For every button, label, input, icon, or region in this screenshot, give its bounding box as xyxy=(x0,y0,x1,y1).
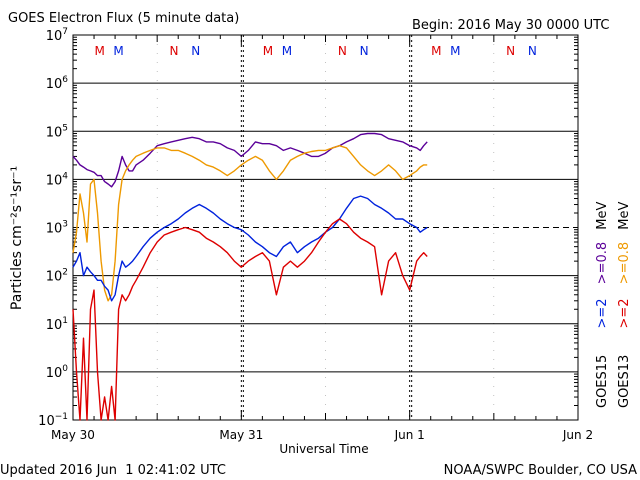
y-tick-label-3: 102 xyxy=(46,268,68,285)
legend-goes15: GOES15 >=2 >=0.8 MeV xyxy=(595,202,610,408)
legend-unit: MeV xyxy=(595,202,610,230)
magnetopause-marker-N: N xyxy=(360,44,369,58)
legend-goes15-high: >=0.8 xyxy=(595,242,610,284)
y-axis-ticks: 10−1 100 101 102 103 104 105 106 107 xyxy=(38,27,578,429)
y-tick-label-5: 104 xyxy=(46,171,69,188)
grid-lines xyxy=(73,35,578,420)
magnetopause-marker-N: N xyxy=(170,44,179,58)
y-tick-label-4: 103 xyxy=(46,220,68,237)
x-tick-label-3: Jun 2 xyxy=(562,428,593,442)
x-tick-label-0: May 30 xyxy=(51,428,95,442)
magnetopause-marker-M: M xyxy=(450,44,460,58)
legend-goes13-label: GOES13 xyxy=(617,355,632,408)
x-tick-label-1: May 31 xyxy=(219,428,263,442)
source-label: NOAA/SWPC Boulder, CO USA xyxy=(444,463,637,478)
x-tick-label-2: Jun 1 xyxy=(394,428,425,442)
magnetopause-marker-N: N xyxy=(528,44,537,58)
legend-goes15-label: GOES15 xyxy=(595,355,610,408)
y-tick-label-2: 101 xyxy=(46,316,68,333)
series-goes15_low xyxy=(72,195,428,302)
magnetopause-marker-N: N xyxy=(506,44,515,58)
y-axis-label: Particles cm⁻²s⁻¹sr⁻¹ xyxy=(9,166,25,310)
legend-unit-2: MeV xyxy=(617,202,632,230)
y-tick-label-1: 100 xyxy=(46,364,69,381)
x-axis-label: Universal Time xyxy=(279,442,368,456)
y-tick-label-7: 106 xyxy=(46,75,69,92)
svg-text:GOES15 >=2 >=0.8: GOES15 >=2 >=0.8 MeV xyxy=(595,202,610,408)
legend-goes13: GOES13 >=2 >=0.8 MeV xyxy=(617,202,632,408)
magnetopause-marker-N: N xyxy=(191,44,200,58)
y-tick-label-6: 105 xyxy=(46,123,68,140)
begin-label: Begin: 2016 May 30 0000 UTC xyxy=(412,18,609,33)
chart-title: GOES Electron Flux (5 minute data) xyxy=(8,11,239,26)
magnetopause-marker-M: M xyxy=(113,44,123,58)
updated-label: Updated 2016 Jun 1 02:41:02 UTC xyxy=(0,463,226,478)
legend-goes15-low: >=2 xyxy=(595,298,610,328)
series-goes13_high xyxy=(72,145,428,302)
y-tick-label-8: 107 xyxy=(46,27,68,44)
data-series xyxy=(72,132,428,421)
svg-text:GOES13 >=2 >=0.8: GOES13 >=2 >=0.8 MeV xyxy=(617,202,632,408)
y-tick-label-0: 10−1 xyxy=(38,412,68,429)
x-axis-ticks: May 30 May 31 Jun 1 Jun 2 xyxy=(51,35,593,442)
legend-goes13-high: >=0.8 xyxy=(617,242,632,284)
magnetopause-marker-N: N xyxy=(338,44,347,58)
magnetopause-marker-M: M xyxy=(263,44,273,58)
legend-goes13-low: >=2 xyxy=(617,298,632,328)
magnetopause-marker-M: M xyxy=(282,44,292,58)
magnetopause-marker-M: M xyxy=(94,44,104,58)
series-goes13_low xyxy=(72,218,428,421)
magnetopause-marker-M: M xyxy=(431,44,441,58)
series-goes15_high xyxy=(72,132,428,188)
